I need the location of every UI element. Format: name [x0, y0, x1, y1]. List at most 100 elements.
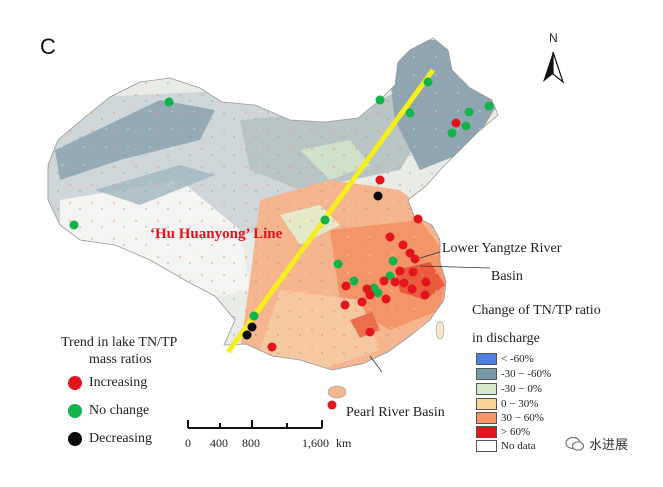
lake-marker-increasing [341, 281, 351, 291]
lower-yangtze-label-basin: Basin [491, 269, 523, 284]
lake-marker-increasing [421, 277, 431, 287]
change-legend-title: Change of TN/TP ratio [472, 303, 601, 318]
lake-marker-no-change [320, 215, 330, 225]
change-legend-label: > 60% [501, 425, 531, 438]
change-legend-item: 30 − 60% [476, 411, 544, 424]
change-legend-label: -30 − 0% [501, 382, 543, 395]
lake-marker-no-change [333, 259, 343, 269]
lake-marker-no-change [405, 108, 415, 118]
hainan-island [327, 385, 347, 399]
lake-marker-increasing [327, 400, 337, 410]
lake-marker-increasing [405, 248, 415, 258]
change-legend-title-2: in discharge [472, 331, 540, 346]
lake-marker-no-change [388, 256, 398, 266]
black-dot-icon [68, 432, 82, 446]
swatch-icon [476, 439, 497, 452]
lake-marker-no-change [375, 95, 385, 105]
trend-legend-label: Decreasing [89, 431, 152, 446]
lake-marker-increasing [390, 277, 400, 287]
change-legend-label: < -60% [501, 352, 534, 365]
lake-marker-decreasing [247, 322, 257, 332]
trend-legend-item-decreasing: Decreasing [68, 431, 152, 447]
lake-marker-increasing [408, 267, 418, 277]
taiwan-island [435, 320, 445, 340]
swatch-icon [476, 382, 497, 395]
swatch-icon [476, 367, 497, 380]
trend-legend-item-increasing: Increasing [68, 375, 147, 391]
change-legend-item: No data [476, 439, 536, 452]
change-legend-item: -30 − 0% [476, 382, 542, 395]
trend-legend-item-no-change: No change [68, 403, 149, 419]
lake-marker-no-change [373, 288, 383, 298]
lake-marker-increasing [340, 300, 350, 310]
trend-legend-title-2: mass ratios [89, 352, 152, 367]
lake-markers [69, 77, 494, 410]
swatch-icon [476, 352, 497, 365]
lake-marker-no-change [249, 311, 259, 321]
lake-marker-no-change [385, 271, 395, 281]
lower-yangtze-label: Lower Yangtze River [442, 241, 562, 256]
change-legend-label: 30 − 60% [501, 411, 544, 424]
scale-label: 400 [210, 436, 228, 450]
lake-marker-no-change [164, 97, 174, 107]
hu-line-label: ‘Hu Huanyong’ Line [150, 226, 283, 242]
lake-marker-no-change [484, 101, 494, 111]
swatch-icon [476, 425, 497, 438]
lake-marker-increasing [410, 254, 420, 264]
lake-marker-no-change [464, 107, 474, 117]
north-arrow-icon [543, 51, 565, 84]
lake-marker-no-change [423, 77, 433, 87]
lake-marker-increasing [365, 290, 375, 300]
lake-marker-increasing [385, 232, 395, 242]
lake-marker-no-change [349, 276, 359, 286]
lake-marker-increasing [399, 278, 409, 288]
scale-label: 1,600 [302, 436, 329, 450]
lake-marker-increasing [413, 214, 423, 224]
lake-marker-no-change [447, 128, 457, 138]
green-dot-icon [68, 404, 82, 418]
lake-marker-increasing [407, 284, 417, 294]
change-legend-item: 0 − 30% [476, 397, 538, 410]
lake-marker-increasing [420, 290, 430, 300]
lake-marker-increasing [379, 276, 389, 286]
pearl-river-label: Pearl River Basin [346, 405, 445, 420]
watermark: 水进展 [565, 434, 628, 453]
change-legend-item: > 60% [476, 425, 530, 438]
lake-marker-no-change [461, 121, 471, 131]
change-legend-label: -30 − -60% [501, 367, 552, 380]
hu-huanyong-line [225, 68, 436, 354]
wechat-icon [565, 436, 585, 451]
change-legend-label: 0 − 30% [501, 397, 539, 410]
swatch-icon [476, 397, 497, 410]
swatch-icon [476, 411, 497, 424]
change-legend-item: -30 − -60% [476, 367, 551, 380]
lake-marker-decreasing [242, 330, 252, 340]
trend-legend-label: Increasing [89, 375, 148, 390]
lake-marker-increasing [357, 297, 367, 307]
lower-yangtze-leader-2 [419, 265, 491, 269]
scale-unit: km [336, 436, 352, 450]
panel-label: C [40, 34, 56, 59]
lower-yangtze-leader [419, 251, 441, 259]
trend-legend-title: Trend in lake TN/TP [61, 335, 178, 350]
red-dot-icon [68, 376, 82, 390]
north-label: N [549, 31, 558, 45]
lake-marker-increasing [375, 175, 385, 185]
change-legend-item: < -60% [476, 352, 534, 365]
lake-marker-increasing [267, 342, 277, 352]
scale-bar [187, 420, 323, 429]
pearl-river-leader [369, 355, 383, 373]
scale-label: 800 [242, 436, 260, 450]
watermark-text: 水进展 [589, 438, 629, 453]
lake-marker-increasing [381, 294, 391, 304]
lake-marker-increasing [395, 266, 405, 276]
lake-marker-increasing [398, 240, 408, 250]
change-legend-label: No data [501, 439, 536, 452]
trend-legend-label: No change [89, 403, 150, 418]
scale-label: 0 [185, 436, 191, 450]
lake-marker-decreasing [373, 191, 383, 201]
lake-marker-increasing [451, 118, 461, 128]
lake-marker-increasing [365, 327, 375, 337]
